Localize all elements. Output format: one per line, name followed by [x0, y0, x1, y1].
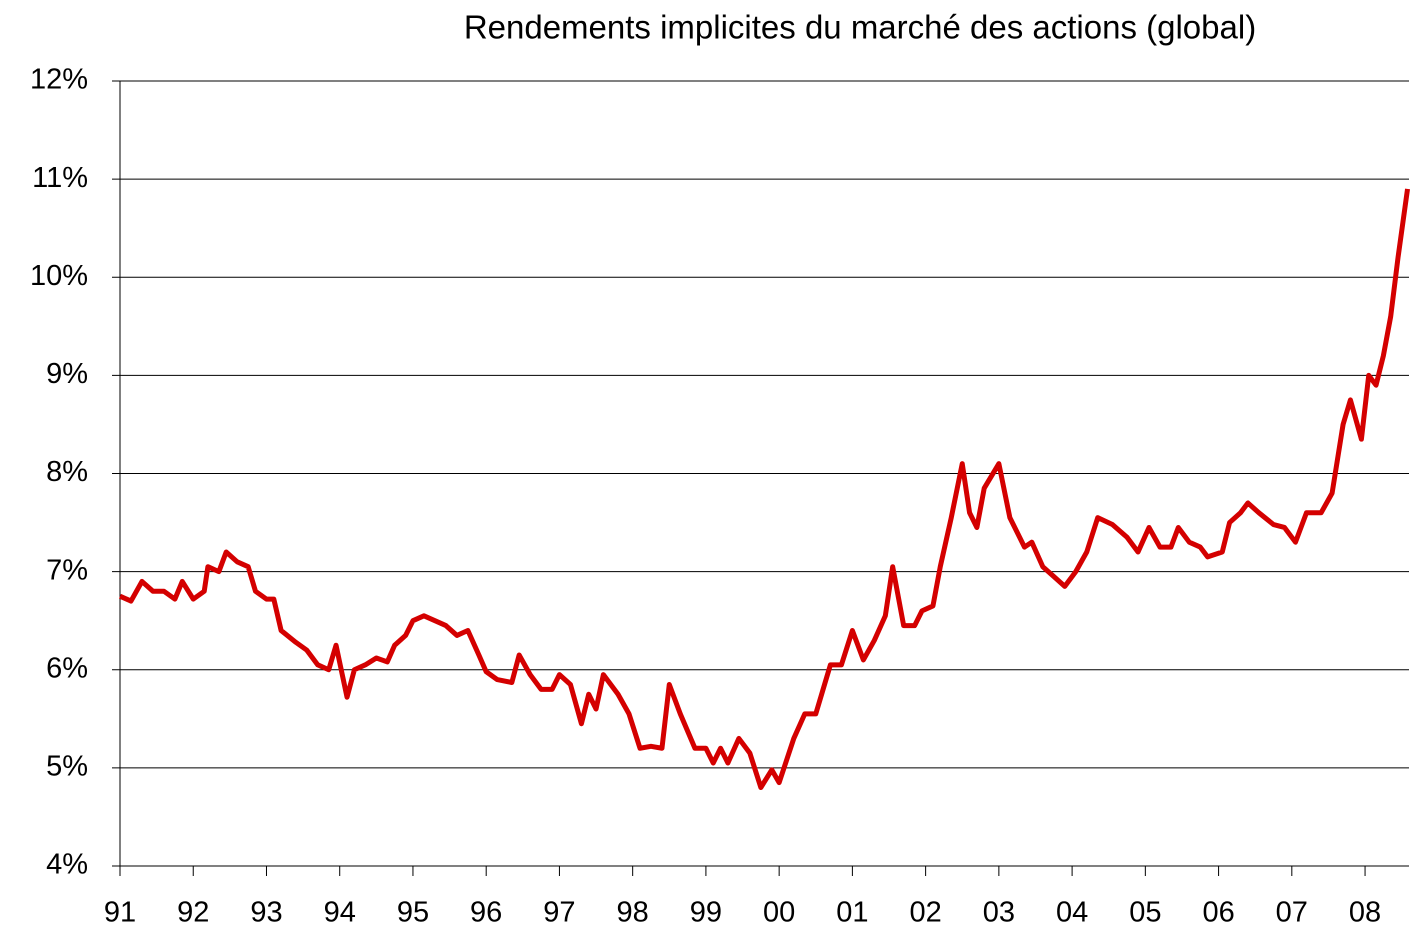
x-tick-label: 08 — [1349, 897, 1381, 929]
y-tick-label: 8% — [46, 456, 88, 488]
y-tick-label: 10% — [30, 260, 88, 292]
x-tick-label: 02 — [909, 897, 941, 929]
y-tick-label: 9% — [46, 358, 88, 390]
x-tick-label: 94 — [324, 897, 356, 929]
y-tick-label: 11% — [32, 162, 88, 194]
y-tick-label: 4% — [46, 849, 88, 881]
x-tick-label: 93 — [250, 897, 282, 929]
y-tick-label: 7% — [46, 554, 88, 586]
y-tick-label: 12% — [30, 64, 88, 96]
chart-title: Rendements implicites du marché des acti… — [464, 9, 1256, 46]
x-tick-label: 95 — [397, 897, 429, 929]
x-tick-label: 96 — [470, 897, 502, 929]
y-tick-label: 5% — [46, 751, 88, 783]
x-tick-label: 05 — [1129, 897, 1161, 929]
x-tick-label: 06 — [1202, 897, 1234, 929]
x-tick-label: 00 — [763, 897, 795, 929]
data-line — [118, 188, 1411, 790]
x-tick-label: 03 — [983, 897, 1015, 929]
x-tick-label: 98 — [617, 897, 649, 929]
x-tick-label: 04 — [1056, 897, 1088, 929]
x-tick-label: 92 — [177, 897, 209, 929]
x-tick-label: 91 — [104, 897, 136, 929]
y-tick-label: 6% — [46, 652, 88, 684]
x-tick-label: 99 — [690, 897, 722, 929]
x-tick-label: 97 — [543, 897, 575, 929]
x-tick-label: 07 — [1276, 897, 1308, 929]
x-tick-label: 01 — [836, 897, 868, 929]
